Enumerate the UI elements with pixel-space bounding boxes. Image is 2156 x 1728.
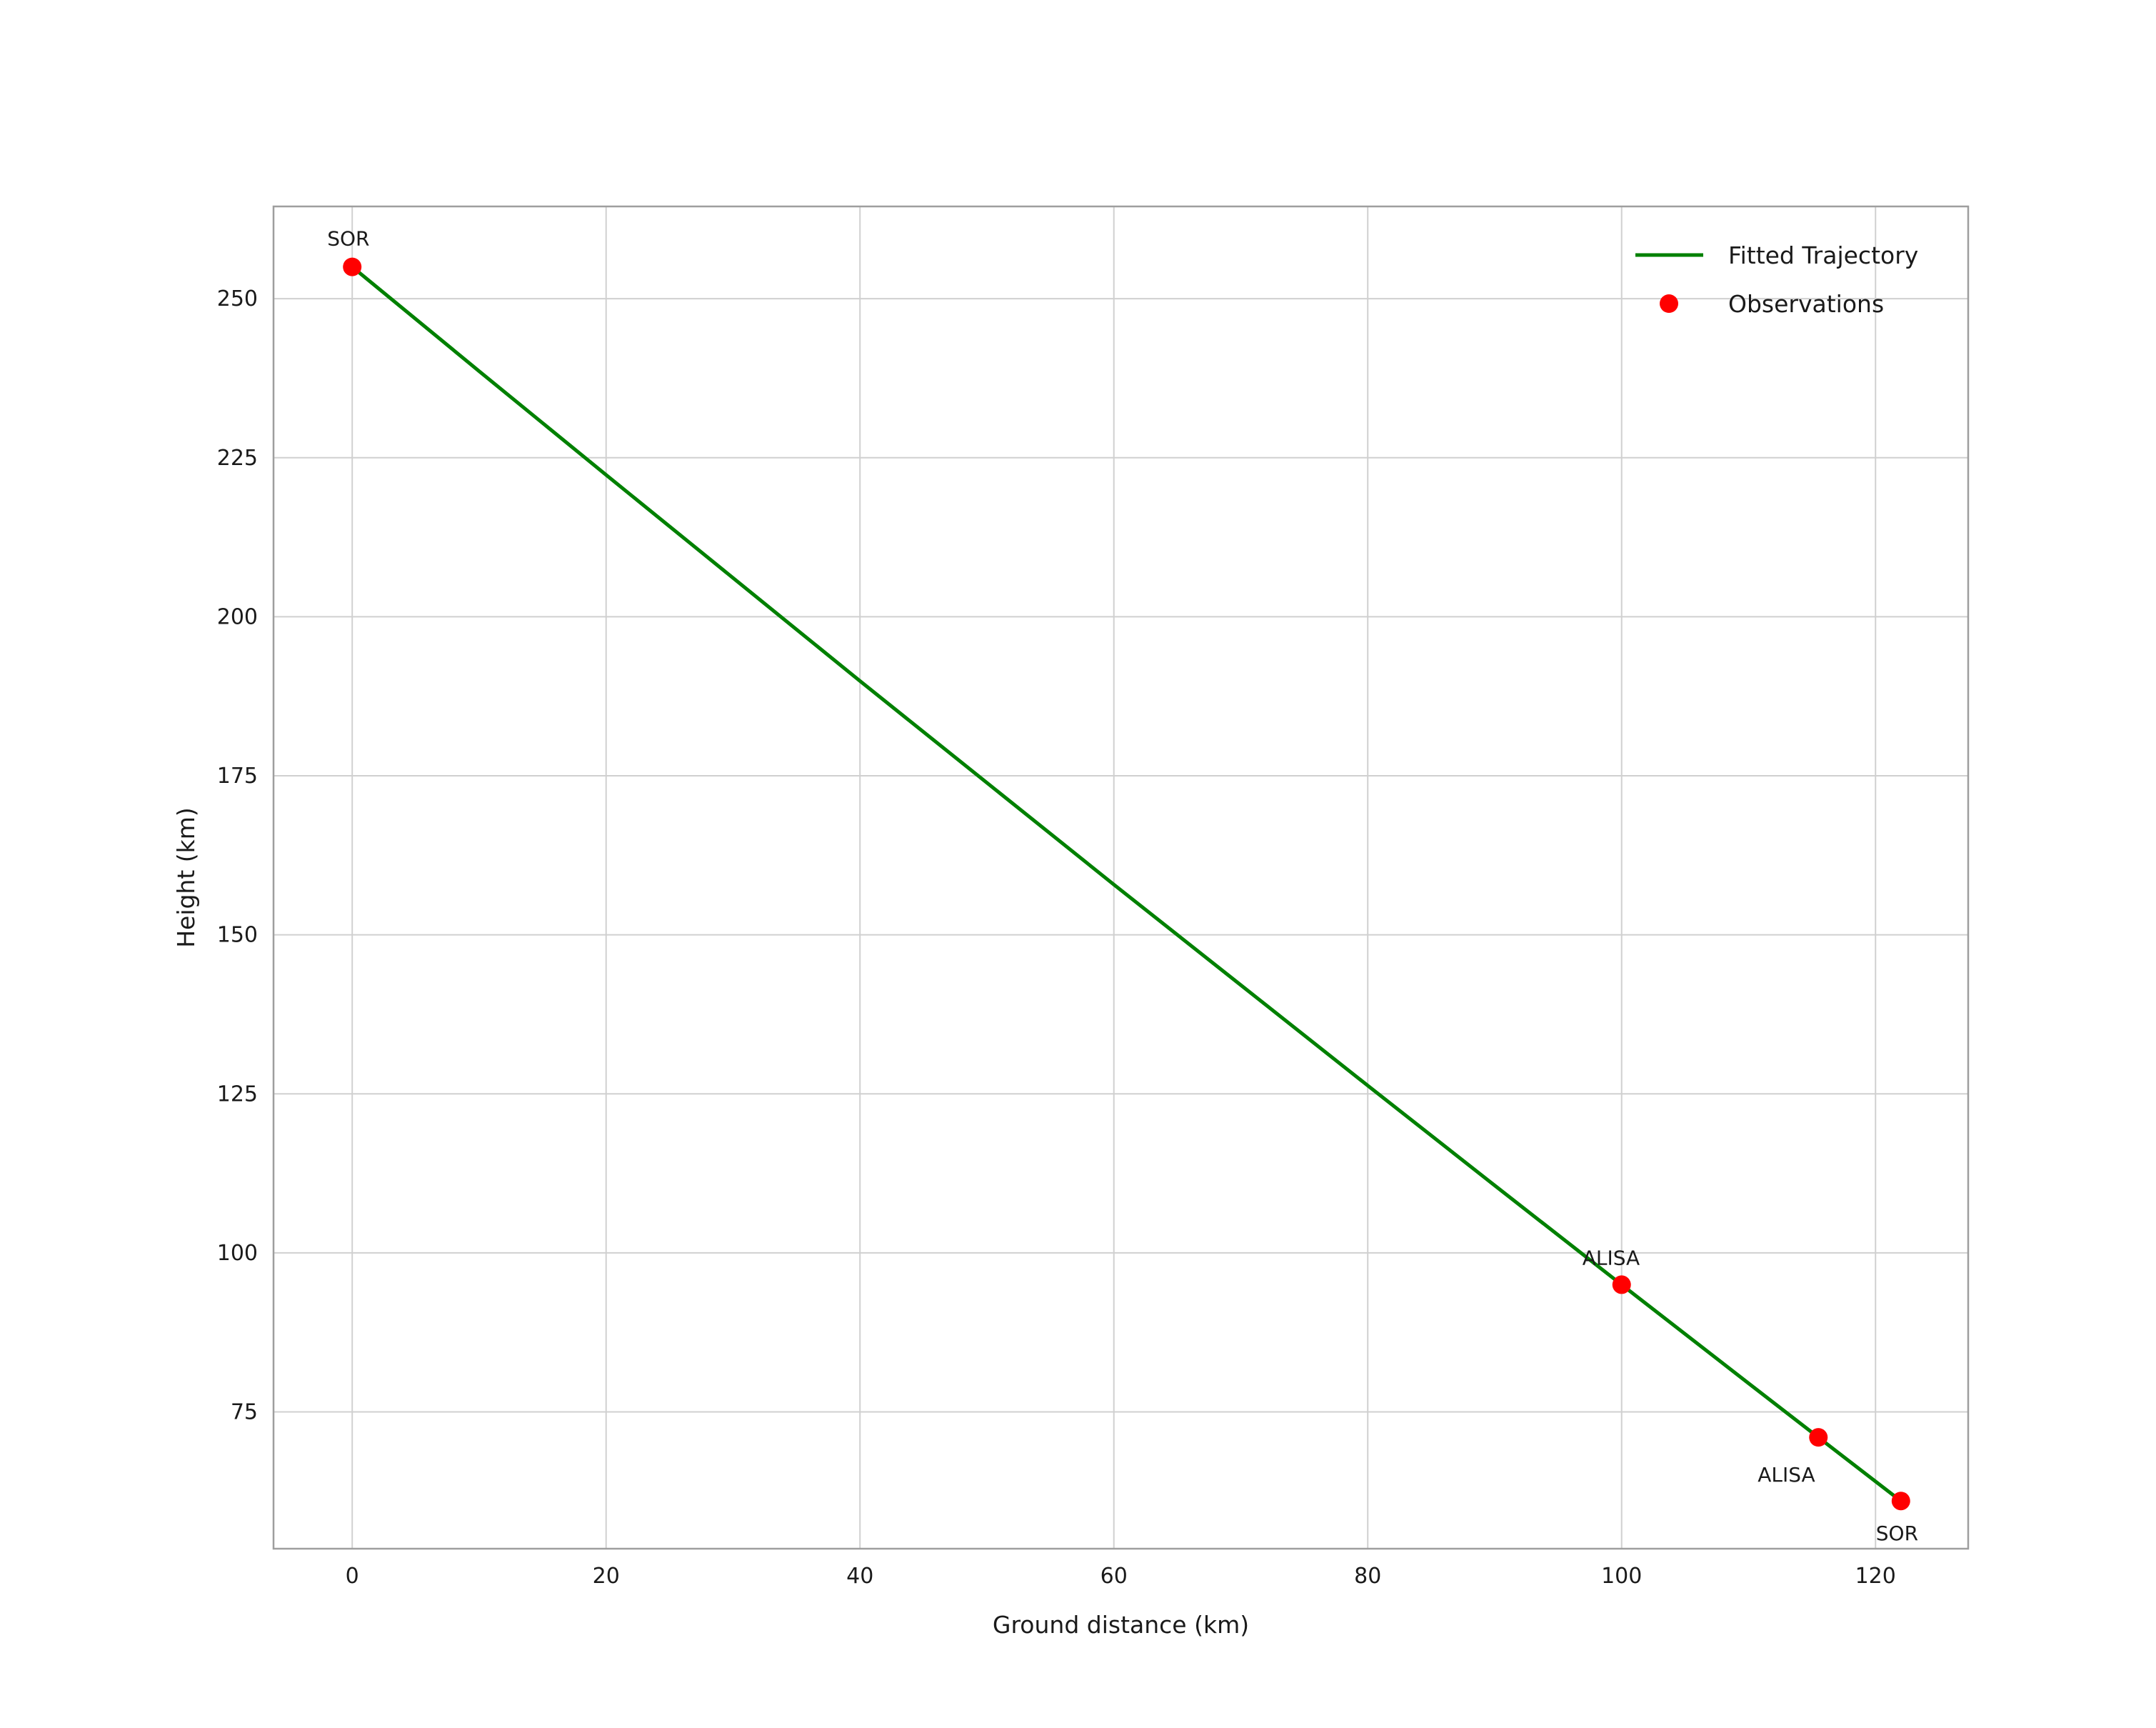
y-tick-label: 150 [217, 923, 258, 948]
x-tick-label: 120 [1855, 1564, 1896, 1589]
observation-point [343, 257, 362, 276]
fitted-trajectory-line [350, 265, 1903, 1503]
observation-point [1891, 1492, 1910, 1511]
observation-label: ALISA [1758, 1463, 1815, 1487]
legend-dot-swatch [1660, 294, 1678, 313]
y-axis-label: Height (km) [172, 807, 200, 948]
observation-label: ALISA [1583, 1246, 1640, 1269]
x-axis-label: Ground distance (km) [993, 1611, 1249, 1639]
observation-point [1809, 1428, 1828, 1447]
y-tick-label: 100 [217, 1241, 258, 1266]
observation-label: SOR [327, 227, 369, 251]
y-tick-label: 125 [217, 1082, 258, 1107]
observation-label: SOR [1876, 1522, 1918, 1545]
x-tick-label: 0 [346, 1564, 359, 1589]
y-tick-label: 200 [217, 604, 258, 629]
x-tick-label: 100 [1601, 1564, 1642, 1589]
plot-border [272, 205, 1970, 1550]
x-tick-label: 20 [593, 1564, 620, 1589]
y-tick-label: 250 [217, 286, 258, 311]
x-tick-label: 80 [1354, 1564, 1381, 1589]
observation-point [1612, 1275, 1631, 1294]
y-tick-label: 225 [217, 446, 258, 471]
legend: Fitted Trajectory Observations [1635, 241, 1918, 318]
y-tick-label: 175 [217, 764, 258, 789]
legend-label: Fitted Trajectory [1728, 241, 1918, 269]
x-tick-label: 60 [1100, 1564, 1128, 1589]
legend-label: Observations [1728, 290, 1884, 318]
x-tick-label: 40 [846, 1564, 873, 1589]
y-tick-label: 75 [231, 1400, 258, 1425]
